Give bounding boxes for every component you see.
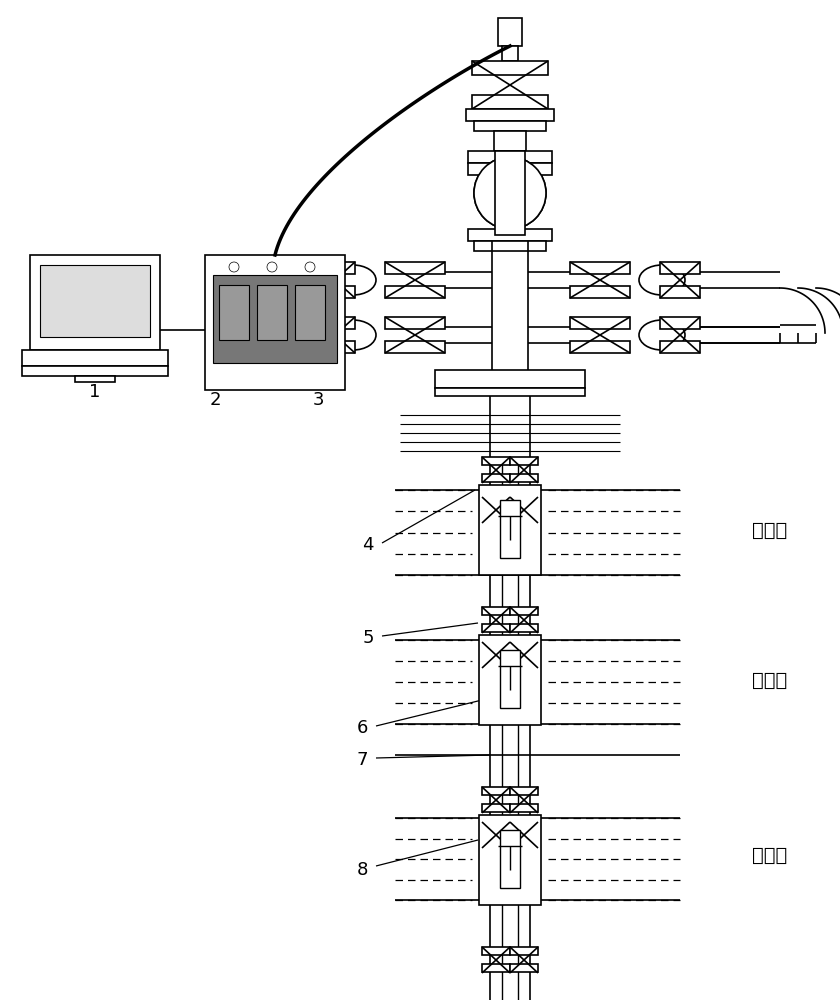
Bar: [435, 370, 585, 388]
Text: 注水层: 注水层: [753, 670, 788, 690]
Bar: [482, 642, 510, 650]
Bar: [482, 607, 510, 615]
Text: 3: 3: [312, 391, 323, 409]
Text: 8: 8: [356, 861, 368, 879]
Bar: [257, 285, 287, 340]
Text: 7: 7: [356, 751, 368, 769]
Bar: [479, 635, 541, 725]
Bar: [510, 607, 538, 615]
Circle shape: [267, 262, 277, 272]
Bar: [482, 964, 510, 972]
Bar: [22, 350, 168, 366]
Bar: [435, 388, 585, 396]
Bar: [510, 804, 538, 812]
Bar: [482, 624, 510, 632]
Bar: [660, 317, 700, 329]
Bar: [660, 341, 700, 353]
Bar: [474, 241, 546, 251]
Bar: [468, 229, 552, 241]
Bar: [472, 95, 548, 109]
Bar: [315, 286, 355, 298]
Bar: [482, 474, 510, 482]
Bar: [479, 485, 541, 575]
Ellipse shape: [330, 265, 376, 295]
Bar: [510, 964, 538, 972]
Ellipse shape: [330, 320, 376, 350]
Bar: [30, 255, 160, 350]
Bar: [315, 341, 355, 353]
Bar: [570, 262, 630, 274]
Circle shape: [474, 157, 546, 229]
Bar: [466, 109, 554, 121]
Bar: [468, 151, 552, 163]
Text: 5: 5: [362, 629, 374, 647]
Bar: [385, 286, 445, 298]
Bar: [510, 624, 538, 632]
Bar: [482, 839, 510, 847]
Bar: [510, 947, 538, 955]
Bar: [482, 804, 510, 812]
Bar: [570, 341, 630, 353]
Bar: [510, 474, 538, 482]
Bar: [494, 131, 526, 151]
Bar: [482, 659, 510, 667]
Bar: [495, 151, 525, 193]
Bar: [474, 121, 546, 131]
Bar: [205, 255, 345, 390]
Text: 1: 1: [89, 383, 101, 401]
Bar: [385, 341, 445, 353]
Text: 6: 6: [356, 719, 368, 737]
Bar: [495, 151, 525, 235]
Bar: [385, 262, 445, 274]
Bar: [502, 46, 518, 61]
Text: 注水层: 注水层: [753, 846, 788, 864]
Bar: [482, 947, 510, 955]
Bar: [40, 265, 150, 337]
Bar: [495, 151, 525, 231]
Bar: [468, 163, 552, 175]
Bar: [660, 262, 700, 274]
Text: 2: 2: [209, 391, 221, 409]
Text: 4: 4: [362, 536, 374, 554]
Bar: [500, 650, 520, 708]
Bar: [22, 366, 168, 376]
Bar: [510, 497, 538, 505]
Bar: [482, 514, 510, 522]
Circle shape: [474, 157, 546, 229]
Bar: [479, 815, 541, 905]
Bar: [219, 285, 249, 340]
Bar: [500, 830, 520, 888]
Bar: [498, 18, 522, 46]
Bar: [500, 500, 520, 558]
Circle shape: [229, 262, 239, 272]
Bar: [472, 61, 548, 75]
Bar: [510, 642, 538, 650]
Bar: [570, 317, 630, 329]
Bar: [213, 275, 337, 363]
Bar: [570, 286, 630, 298]
Bar: [75, 376, 115, 382]
Bar: [482, 787, 510, 795]
Bar: [315, 262, 355, 274]
Bar: [660, 286, 700, 298]
Ellipse shape: [639, 265, 685, 295]
Bar: [510, 659, 538, 667]
Circle shape: [305, 262, 315, 272]
Bar: [510, 839, 538, 847]
Bar: [482, 822, 510, 830]
Bar: [510, 787, 538, 795]
Bar: [482, 497, 510, 505]
Text: 注水层: 注水层: [753, 520, 788, 540]
Bar: [510, 822, 538, 830]
Bar: [295, 285, 325, 340]
Bar: [510, 514, 538, 522]
Bar: [482, 457, 510, 465]
Bar: [510, 457, 538, 465]
Bar: [315, 317, 355, 329]
Ellipse shape: [639, 320, 685, 350]
Bar: [385, 317, 445, 329]
